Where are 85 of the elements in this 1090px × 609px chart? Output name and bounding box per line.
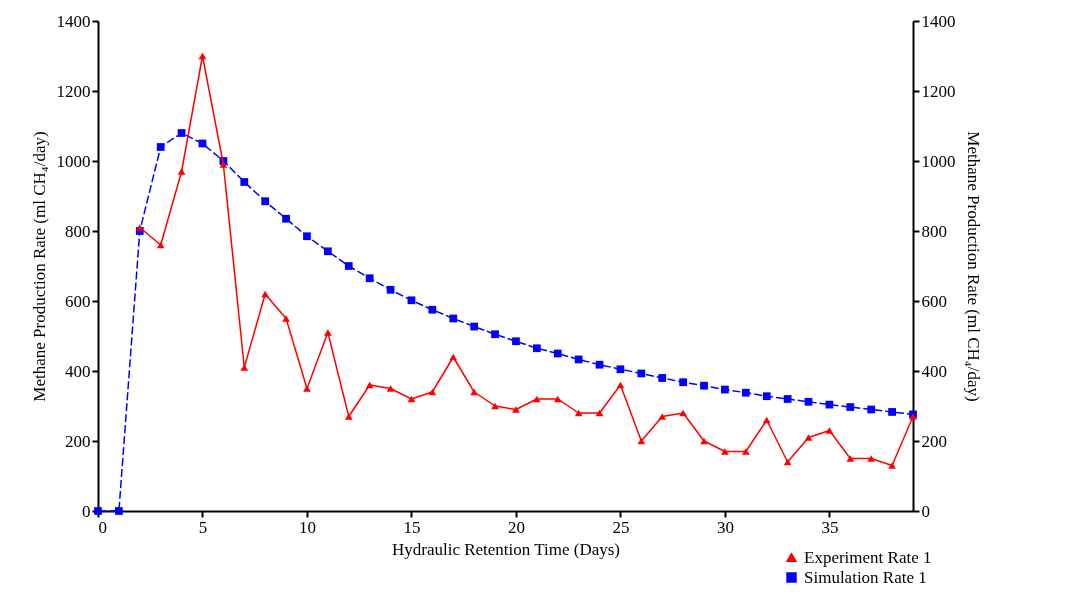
point xyxy=(616,365,625,374)
y2-tick-label: 400 xyxy=(921,361,947,381)
point xyxy=(344,262,353,270)
point xyxy=(846,403,855,411)
point xyxy=(888,408,896,416)
point xyxy=(240,178,249,186)
point xyxy=(658,374,667,382)
point xyxy=(553,349,562,358)
point xyxy=(574,355,583,364)
y2-tick-label: 600 xyxy=(921,291,947,311)
y-tick-label: 1200 xyxy=(56,81,91,101)
point xyxy=(700,381,708,390)
x-tick-label: 20 xyxy=(507,517,525,537)
x-tick-label: 30 xyxy=(716,517,734,537)
y2-axis-title: Methane Production Rate (ml CH₄/day) xyxy=(963,131,983,402)
point xyxy=(867,455,876,462)
x-tick-label: 15 xyxy=(403,517,421,537)
point xyxy=(470,388,479,396)
point xyxy=(324,329,332,336)
point xyxy=(762,392,771,401)
point xyxy=(428,305,437,314)
point xyxy=(721,448,729,455)
point xyxy=(324,247,332,256)
point xyxy=(721,385,729,394)
point xyxy=(846,455,855,462)
point xyxy=(512,337,520,346)
y-tick-label: 1000 xyxy=(56,151,91,171)
point xyxy=(198,52,207,60)
point xyxy=(177,168,186,175)
point xyxy=(282,214,290,223)
point xyxy=(115,507,123,515)
point xyxy=(783,395,792,403)
y-tick-label: 0 xyxy=(82,501,91,521)
point xyxy=(679,378,687,387)
point xyxy=(407,296,416,305)
point xyxy=(240,364,249,371)
y2-tick-label: 800 xyxy=(921,221,947,241)
y-tick-label: 400 xyxy=(65,361,91,381)
y-tick-label: 1400 xyxy=(56,11,91,31)
y2-tick-label: 1200 xyxy=(921,81,956,101)
y-tick-label: 200 xyxy=(65,431,91,451)
point xyxy=(491,330,499,339)
point xyxy=(303,232,311,241)
point xyxy=(658,413,667,420)
x-tick-label: 10 xyxy=(298,517,316,537)
y2-tick-label: 200 xyxy=(921,431,947,451)
point xyxy=(595,409,604,417)
point xyxy=(156,143,165,151)
point xyxy=(386,385,395,392)
x-tick-label: 5 xyxy=(198,517,208,537)
point xyxy=(512,406,520,413)
y2-tick-label: 1400 xyxy=(921,11,956,31)
y2-tick-label: 0 xyxy=(921,501,930,521)
x-tick-label: 35 xyxy=(821,517,839,537)
point xyxy=(344,413,353,420)
point xyxy=(135,224,144,231)
y2-tick-label: 1000 xyxy=(921,151,956,171)
point xyxy=(303,385,311,392)
y-axis-title: Methane Production Rate (ml CH₄/day) xyxy=(29,131,49,402)
point xyxy=(888,462,896,469)
point xyxy=(282,315,290,322)
point xyxy=(825,427,834,434)
point xyxy=(532,344,541,353)
point xyxy=(365,274,374,283)
x-tick-label: 0 xyxy=(98,517,107,537)
point xyxy=(637,369,646,378)
y-tick-label: 600 xyxy=(65,291,91,311)
point xyxy=(407,395,416,403)
point xyxy=(804,434,813,441)
point xyxy=(261,197,270,206)
legend-label: Simulation Rate 1 xyxy=(804,567,927,587)
point xyxy=(741,448,750,455)
point xyxy=(449,314,458,323)
point xyxy=(177,129,186,137)
x-axis-title: Hydraulic Retention Time (Days) xyxy=(391,539,621,559)
point xyxy=(741,388,750,397)
point xyxy=(470,322,479,331)
y-tick-label: 800 xyxy=(65,221,91,241)
point xyxy=(386,285,395,294)
legend-label: Experiment Rate 1 xyxy=(804,547,932,567)
point xyxy=(867,405,876,414)
point xyxy=(804,397,813,406)
point xyxy=(595,360,604,369)
x-tick-label: 25 xyxy=(612,517,630,537)
point xyxy=(219,161,228,168)
